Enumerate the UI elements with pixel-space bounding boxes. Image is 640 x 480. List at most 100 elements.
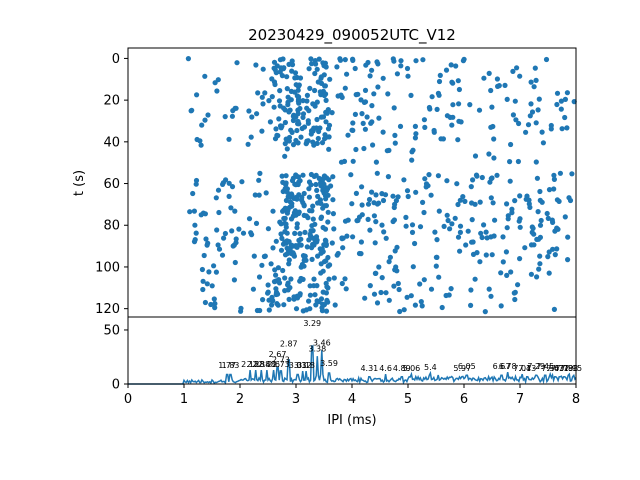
raster-point <box>265 226 271 232</box>
raster-point <box>321 302 327 308</box>
raster-point <box>380 197 387 204</box>
raster-point <box>284 245 290 251</box>
raster-point <box>318 80 325 86</box>
raster-point <box>444 113 450 119</box>
raster-point <box>194 92 200 98</box>
raster-point <box>331 226 337 232</box>
raster-point <box>248 230 254 236</box>
raster-point <box>413 58 419 64</box>
raster-point <box>495 83 501 89</box>
peak-label: 3.29 <box>303 319 321 328</box>
raster-point <box>310 216 316 222</box>
raster-point <box>271 59 278 65</box>
raster-point <box>503 249 509 255</box>
raster-point <box>504 96 510 102</box>
raster-point <box>312 87 318 94</box>
raster-point <box>392 201 398 207</box>
raster-point <box>301 203 307 209</box>
raster-point <box>323 134 329 140</box>
raster-point <box>191 208 197 214</box>
raster-point <box>483 252 489 258</box>
peak-label: 3.46 <box>313 338 331 347</box>
raster-point <box>212 301 218 307</box>
raster-point <box>489 252 495 258</box>
raster-point <box>373 159 379 165</box>
raster-point <box>325 209 331 215</box>
raster-point <box>429 94 435 100</box>
raster-point <box>513 117 519 123</box>
raster-point <box>290 142 297 148</box>
raster-point <box>285 94 291 100</box>
raster-point <box>439 304 445 311</box>
raster-point <box>367 227 373 233</box>
raster-point <box>329 240 335 246</box>
peak-label: 4.89 <box>393 364 411 373</box>
raster-point <box>185 56 191 62</box>
raster-point <box>300 98 306 104</box>
raster-point <box>306 237 312 243</box>
raster-point <box>458 119 464 125</box>
raster-point <box>551 306 558 312</box>
raster-point <box>537 197 543 203</box>
peak-label: 7.79 <box>555 364 573 373</box>
raster-point <box>552 252 558 258</box>
raster-point <box>376 264 382 270</box>
raster-point <box>510 112 516 118</box>
raster-point <box>412 135 418 141</box>
raster-point <box>295 118 301 125</box>
raster-point <box>277 57 283 63</box>
raster-point <box>297 105 303 112</box>
raster-point <box>285 99 291 105</box>
raster-point <box>502 82 508 88</box>
raster-point <box>468 302 474 308</box>
raster-point <box>431 127 437 134</box>
raster-point <box>286 138 292 144</box>
raster-point <box>452 215 458 221</box>
raster-point <box>529 109 536 115</box>
raster-point <box>220 181 226 187</box>
raster-point <box>504 225 510 231</box>
peak-label: 3.12 <box>294 361 312 370</box>
raster-point <box>392 132 398 138</box>
peak-label: 1.83 <box>222 361 240 370</box>
raster-point <box>318 74 324 80</box>
raster-point <box>447 226 453 232</box>
raster-point <box>392 140 398 146</box>
raster-point <box>366 196 373 203</box>
raster-point <box>293 306 300 312</box>
raster-point <box>306 186 312 192</box>
raster-point <box>282 119 288 126</box>
raster-point <box>505 216 511 222</box>
raster-point <box>420 199 426 205</box>
raster-point <box>457 248 463 254</box>
raster-point <box>289 129 295 135</box>
raster-point <box>412 123 418 129</box>
raster-point <box>531 84 537 90</box>
raster-point <box>537 253 543 259</box>
raster-point <box>557 170 564 176</box>
raster-point <box>253 220 260 226</box>
raster-point <box>327 76 333 82</box>
raster-point <box>306 194 312 200</box>
raster-point <box>282 153 288 159</box>
raster-point <box>318 250 324 256</box>
raster-point <box>450 102 456 108</box>
raster-point <box>488 124 494 130</box>
x-axis-label: IPI (ms) <box>327 413 376 428</box>
raster-point <box>433 254 439 260</box>
raster-point <box>271 104 277 110</box>
raster-point <box>275 302 281 308</box>
raster-point <box>278 247 285 253</box>
raster-point <box>504 201 510 207</box>
raster-point <box>386 147 392 153</box>
raster-point <box>474 250 480 256</box>
raster-point <box>401 307 407 313</box>
raster-point <box>293 82 299 88</box>
raster-point <box>554 246 560 252</box>
raster-point <box>529 229 535 235</box>
raster-point <box>476 107 483 113</box>
raster-point <box>462 198 468 204</box>
peak-label: 3.18 <box>297 361 315 370</box>
raster-point <box>254 111 260 117</box>
raster-point <box>455 234 462 240</box>
